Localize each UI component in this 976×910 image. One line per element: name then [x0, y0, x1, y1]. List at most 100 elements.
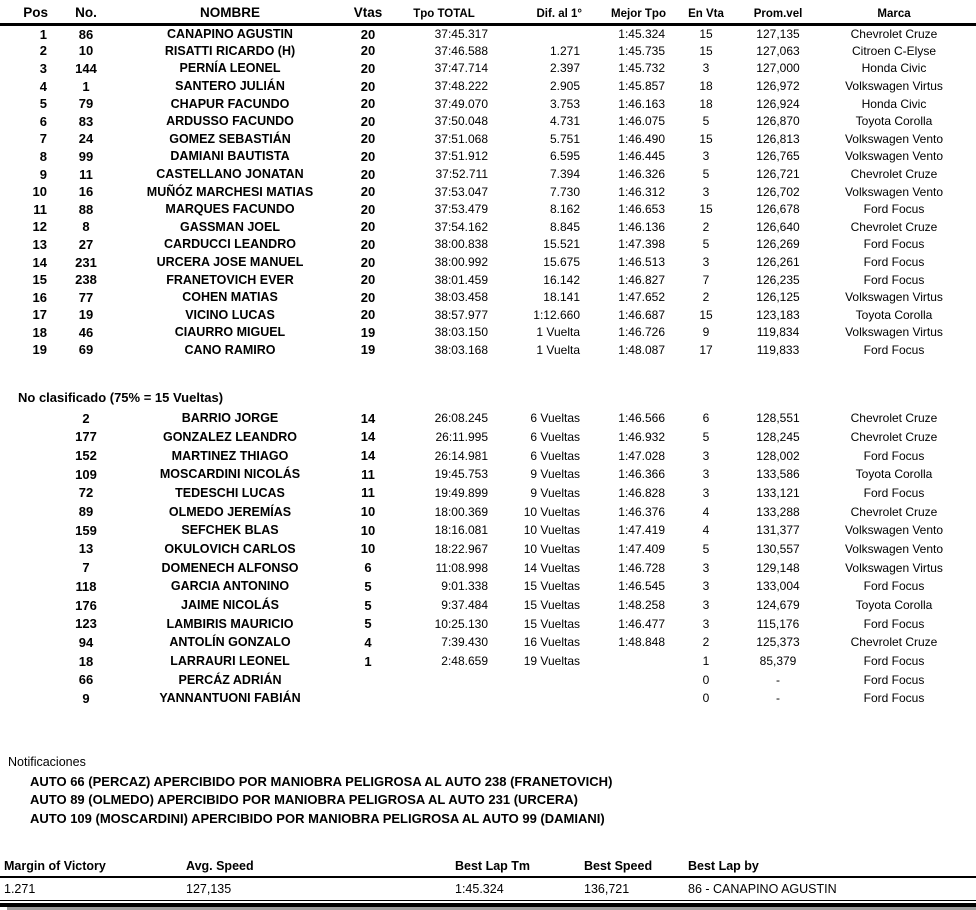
cell-envta: 15	[699, 307, 713, 322]
cell-pos: 3	[39, 60, 47, 76]
cell-envta: 3	[702, 255, 710, 270]
cell-marca: Ford Focus	[863, 448, 925, 463]
cell-prom: 133,004	[756, 579, 800, 594]
notifications-list: AUTO 66 (PERCAZ) APERCIBIDO POR MANIOBRA…	[0, 773, 976, 829]
notifications-section: Notificaciones AUTO 66 (PERCAZ) APERCIBI…	[0, 755, 976, 829]
cell-pos	[0, 596, 52, 615]
cell-tpo: 11:08.998	[435, 560, 489, 575]
cell-pos	[0, 558, 52, 577]
summary-header-margin-of-victory: Margin of Victory	[0, 856, 182, 878]
table-row: 7 DOMENECH ALFONSO 6 11:08.998 14 Vueltas 1:4…	[0, 558, 976, 577]
cell-pos	[0, 652, 52, 671]
cell-no: 9	[82, 690, 90, 706]
cell-tpo: 2:48.659	[441, 654, 488, 669]
header-marca: Marca	[812, 5, 976, 26]
cell-nombre: LAMBIRIS MAURICIO	[166, 616, 294, 631]
cell-marca: Ford Focus	[863, 272, 925, 287]
cell-envta: 3	[702, 184, 710, 199]
cell-dif: 1.271	[549, 43, 580, 58]
table-row: 7 24 GOMEZ SEBASTIÁN 20 37:51.068 5.751 1:46.4…	[0, 130, 976, 148]
cell-prom: 125,373	[756, 635, 800, 650]
cell-marca: Toyota Corolla	[855, 307, 933, 322]
cell-tpo: 37:50.048	[434, 114, 488, 129]
cell-pos	[0, 540, 52, 559]
cell-pos	[0, 427, 52, 446]
table-row: 16 77 COHEN MATIAS 20 38:03.458 18.141 1:47.65…	[0, 288, 976, 306]
cell-marca: Ford Focus	[863, 237, 925, 252]
cell-no: 231	[75, 254, 97, 270]
cell-tpo: 18:16.081	[434, 523, 488, 538]
table-row: 9 YANNANTUONI FABIÁN 0 - Ford Focus	[0, 689, 976, 708]
cell-prom: 128,245	[756, 429, 800, 444]
cell-prom: 126,269	[756, 237, 800, 252]
header-en-vta: En Vta	[668, 5, 744, 26]
cell-no: 79	[78, 96, 94, 112]
summary-table: Margin of Victory Avg. Speed Best Lap Tm…	[0, 856, 976, 901]
cell-no: 152	[75, 448, 97, 463]
summary-value-best-lap-tm: 1:45.324	[451, 876, 580, 901]
cell-nombre: OLMEDO JEREMÍAS	[168, 504, 292, 519]
cell-marca: Ford Focus	[863, 654, 925, 669]
cell-mejor: 1:47.419	[618, 523, 665, 538]
cell-tpo: 37:51.068	[434, 131, 488, 146]
cell-no: 8	[82, 219, 90, 235]
cell-marca: Honda Civic	[861, 96, 927, 111]
cell-dif: 6 Vueltas	[530, 411, 580, 426]
cell-dif: 1 Vuelta	[536, 342, 580, 357]
table-row: 18 LARRAURI LEONEL 1 2:48.659 19 Vueltas 1 85,…	[0, 652, 976, 671]
cell-no: 144	[75, 60, 97, 76]
cell-envta: 15	[699, 202, 713, 217]
cell-dif: 10 Vueltas	[523, 523, 580, 538]
cell-vtas: 20	[360, 272, 376, 288]
cell-no: 69	[78, 342, 94, 358]
cell-dif: 1 Vuelta	[536, 325, 580, 340]
cell-vtas: 1	[364, 653, 372, 669]
table-row: 15 238 FRANETOVICH EVER 20 38:01.459 16.142 1:…	[0, 271, 976, 289]
cell-prom: 126,765	[756, 149, 800, 164]
cell-tpo: 37:49.070	[434, 96, 488, 111]
cell-nombre: BARRIO JORGE	[181, 411, 279, 426]
cell-envta: 0	[702, 691, 710, 706]
cell-prom: 124,679	[756, 598, 800, 612]
cell-marca: Ford Focus	[863, 672, 925, 687]
bottom-rule-bar	[0, 902, 976, 907]
cell-mejor	[584, 689, 668, 708]
cell-tpo: 9:37.484	[441, 598, 488, 612]
cell-marca: Ford Focus	[863, 579, 925, 594]
cell-nombre: CANAPINO AGUSTIN	[167, 27, 293, 42]
cell-pos	[0, 484, 52, 503]
cell-nombre: MARQUES FACUNDO	[165, 202, 295, 217]
cell-dif: 6.595	[549, 149, 580, 164]
cell-nombre: RISATTI RICARDO (H)	[164, 43, 296, 58]
cell-marca: Chevrolet Cruze	[850, 219, 938, 234]
cell-vtas: 20	[360, 184, 376, 200]
cell-envta: 1	[702, 654, 710, 669]
table-row: 3 144 PERNÍA LEONEL 20 37:47.714 2.397 1:45.73…	[0, 60, 976, 78]
cell-pos	[0, 633, 52, 652]
cell-mejor: 1:46.326	[618, 167, 665, 182]
table-row: 1 86 CANAPINO AGUSTIN 20 37:45.317 1:45.324 15…	[0, 25, 976, 43]
cell-dif: 10 Vueltas	[523, 541, 580, 556]
cell-pos: 4	[39, 78, 47, 94]
cell-vtas: 19	[360, 342, 376, 358]
cell-dif: 14 Vueltas	[523, 560, 580, 575]
cell-nombre: ANTOLÍN GONZALO	[169, 635, 291, 650]
cell-prom: 115,176	[756, 616, 800, 631]
cell-pos: 13	[32, 236, 47, 252]
cell-prom: 133,121	[756, 485, 800, 500]
cell-nombre: GARCIA ANTONINO	[170, 579, 290, 594]
table-row: 8 99 DAMIANI BAUTISTA 20 37:51.912 6.595 1:46.…	[0, 148, 976, 166]
cell-no: 177	[75, 429, 97, 445]
cell-dif: 6 Vueltas	[530, 429, 580, 444]
cell-dif: 15.521	[543, 237, 580, 252]
cell-prom: -	[776, 672, 780, 687]
cell-envta: 3	[702, 560, 710, 575]
cell-tpo: 26:11.995	[435, 429, 489, 444]
cell-vtas: 20	[360, 60, 376, 76]
table-row: 159 SEFCHEK BLAS 10 18:16.081 10 Vueltas 1:47…	[0, 521, 976, 540]
cell-pos: 18	[32, 324, 47, 340]
cell-vtas: 14	[360, 429, 376, 445]
cell-mejor: 1:47.398	[618, 237, 665, 252]
summary-value-best-lap-by: 86 - CANAPINO AGUSTIN	[684, 876, 976, 901]
cell-no: 159	[75, 522, 97, 538]
